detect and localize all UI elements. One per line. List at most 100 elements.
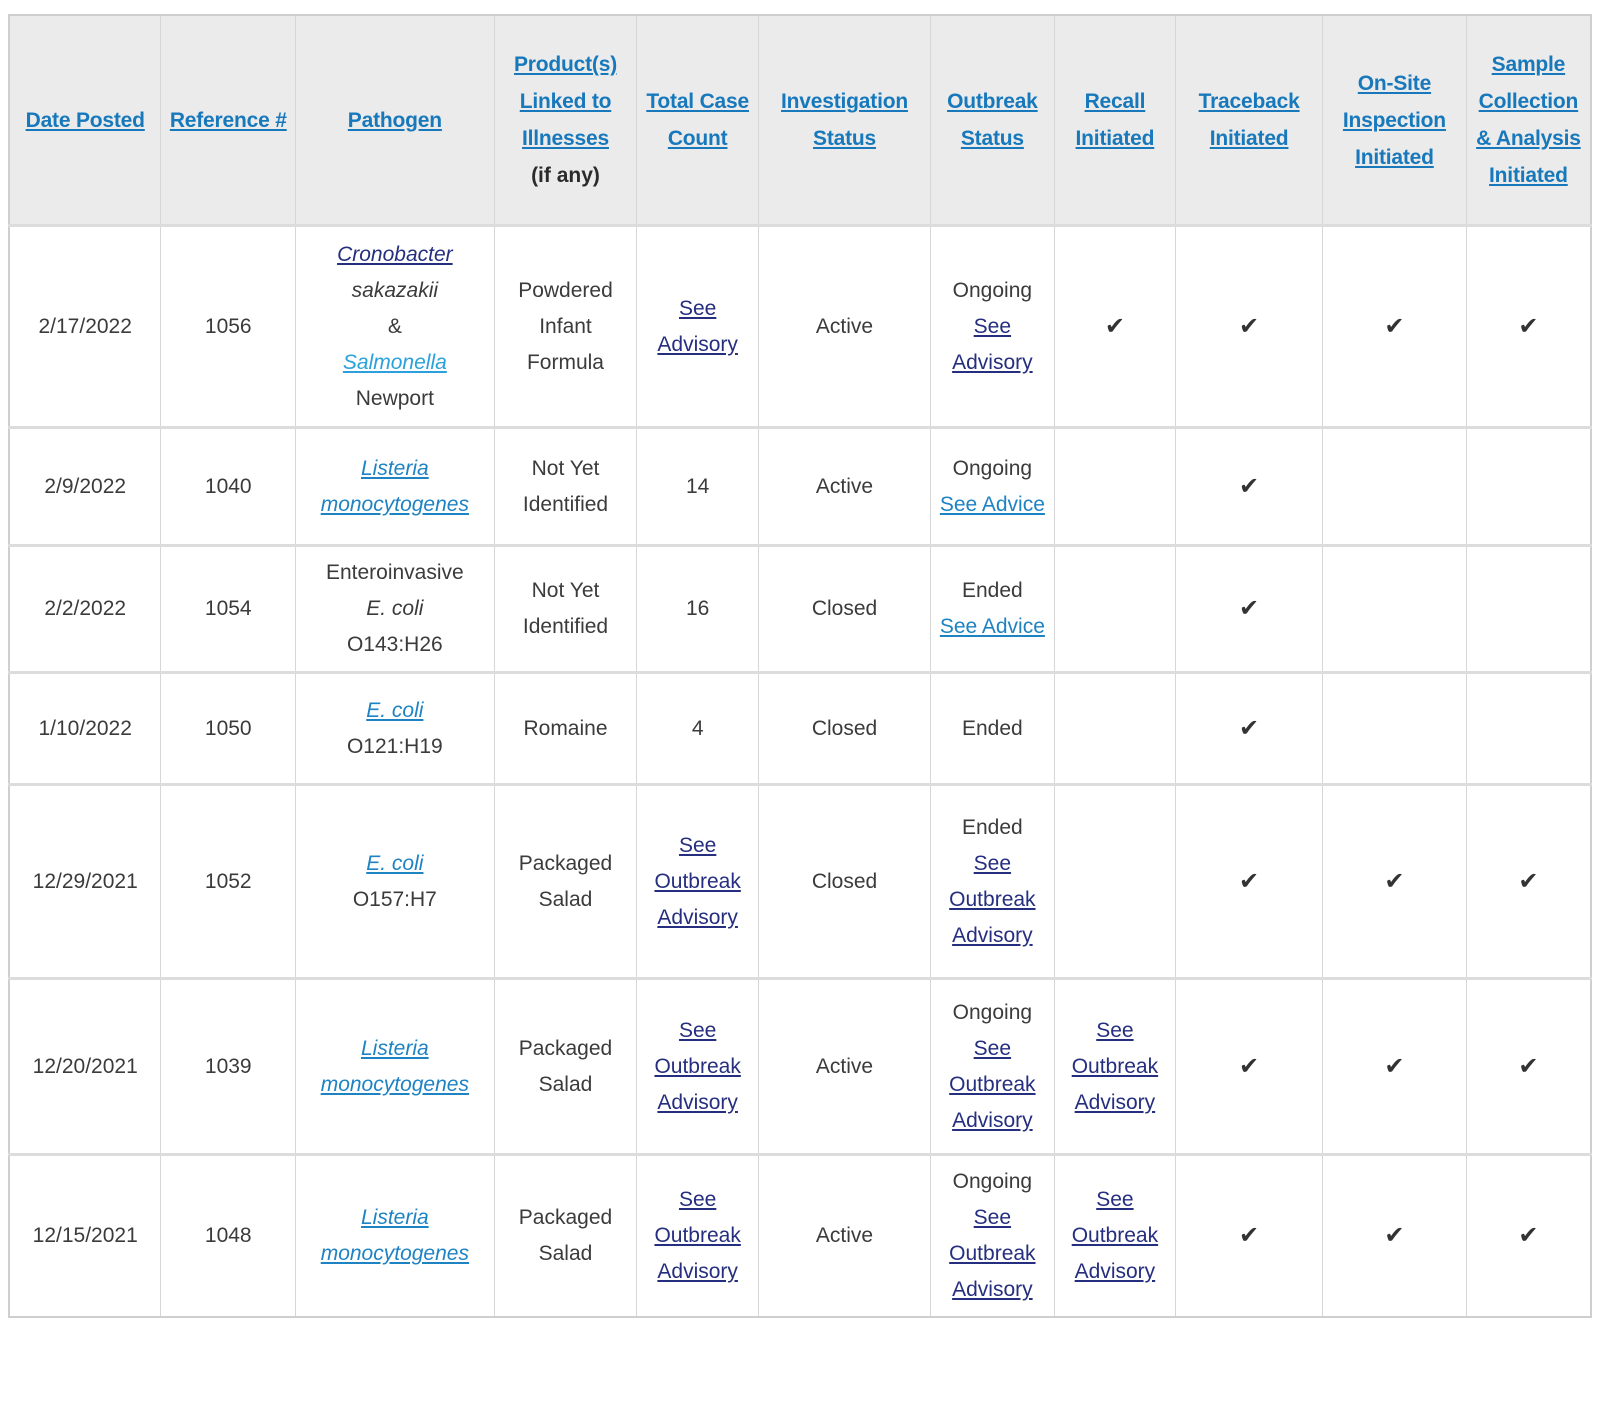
column-sublabel-product-s-linked-to-illnesses: (if any) xyxy=(531,164,600,187)
cell-reference: 1056 xyxy=(160,224,297,428)
cell-sample-collection-initiated: ✔ xyxy=(1465,224,1592,428)
see-outbreak-advisory-link[interactable]: See Outbreak Advisory xyxy=(1071,1018,1159,1114)
cell-reference: 1040 xyxy=(160,426,297,546)
check-icon: ✔ xyxy=(1239,594,1260,622)
cell-text: 2/17/2022 xyxy=(38,314,132,338)
cell-text: Active xyxy=(815,1054,874,1078)
check-icon: ✔ xyxy=(1384,866,1405,895)
sort-link-reference[interactable]: Reference # xyxy=(169,108,287,132)
cell-total-case-count: 14 xyxy=(636,426,759,546)
cell-investigation-status: Active xyxy=(757,224,932,428)
cell-text: 12/15/2021 xyxy=(32,1224,138,1247)
sort-link-recall-initiated[interactable]: Recall Initiated xyxy=(1075,90,1155,150)
page-body: Date Posted Reference # Pathogen Product(s)… xyxy=(8,14,1592,1318)
cell-product: Packaged Salad xyxy=(493,1153,638,1318)
cell-text: 1048 xyxy=(204,1224,252,1247)
check-icon: ✔ xyxy=(1239,1051,1260,1080)
cell-onsite-inspection-initiated xyxy=(1322,544,1467,673)
cell-text: Packaged Salad xyxy=(518,1206,613,1265)
cell-outbreak-status: Ended See Outbreak Advisory xyxy=(930,783,1055,979)
salmonella-link[interactable]: Salmonella xyxy=(342,350,447,374)
column-header-investigation-status: Investigation Status xyxy=(757,14,932,226)
sort-link-total-case-count[interactable]: Total Case Count xyxy=(646,90,749,150)
cell-total-case-count: 4 xyxy=(636,671,759,785)
cell-recall-initiated: ✔ xyxy=(1053,224,1177,428)
sort-link-investigation-status[interactable]: Investigation Status xyxy=(781,90,908,150)
cell-investigation-status: Closed xyxy=(757,544,932,673)
cell-onsite-inspection-initiated: ✔ xyxy=(1322,1153,1467,1318)
cronobacter-link[interactable]: Cronobacter xyxy=(337,242,453,266)
cell-product: Powdered Infant Formula xyxy=(493,224,638,428)
column-header-date-posted: Date Posted xyxy=(8,14,162,226)
see-outbreak-advisory-link[interactable]: See Outbreak Advisory xyxy=(654,1188,741,1283)
cell-product: Not Yet Identified xyxy=(493,426,638,546)
cell-traceback-initiated: ✔ xyxy=(1175,1153,1324,1318)
see-advice-link[interactable]: See Advice xyxy=(939,615,1045,638)
column-header-pathogen: Pathogen xyxy=(295,14,495,226)
cell-text: O121:H19 xyxy=(346,734,443,758)
check-icon: ✔ xyxy=(1384,1051,1405,1080)
cell-pathogen: Listeria monocytogenes xyxy=(295,1153,495,1318)
cell-onsite-inspection-initiated: ✔ xyxy=(1322,783,1467,979)
see-outbreak-advisory-link[interactable]: See Outbreak Advisory xyxy=(654,1018,741,1114)
cell-text: Romaine xyxy=(523,716,608,740)
cell-outbreak-status: Ended xyxy=(930,671,1055,785)
cell-pathogen: Listeria monocytogenes xyxy=(295,426,495,546)
cell-text: 1040 xyxy=(204,474,252,498)
see-outbreak-advisory-link[interactable]: See Outbreak Advisory xyxy=(1071,1188,1159,1283)
sort-link-product-s-linked-to-illnesses[interactable]: Product(s) Linked to Illnesses xyxy=(513,53,617,150)
sort-link-sample-collection-and-analysis-initiated[interactable]: Sample Collection & Analysis Initiated xyxy=(1476,53,1581,187)
check-icon: ✔ xyxy=(1384,311,1405,340)
cell-traceback-initiated: ✔ xyxy=(1175,544,1324,673)
sort-link-on-site-inspection-initiated[interactable]: On-Site Inspection Initiated xyxy=(1342,71,1446,169)
cell-pathogen: Cronobacter sakazakii & Salmonella Newport xyxy=(295,224,495,428)
e-coli-link[interactable]: E. coli xyxy=(366,851,424,875)
check-icon: ✔ xyxy=(1518,311,1539,340)
cell-date-posted: 2/17/2022 xyxy=(8,224,162,428)
outbreak-investigations-table: Date Posted Reference # Pathogen Product(s)… xyxy=(8,14,1592,1318)
table-row: 12/15/2021 1048 Listeria monocytogenes Pack… xyxy=(8,1153,1592,1318)
cell-text: 4 xyxy=(691,716,704,740)
check-icon: ✔ xyxy=(1518,1221,1539,1249)
cell-recall-initiated: See Outbreak Advisory xyxy=(1053,1153,1177,1318)
listeria-monocytogenes-link[interactable]: Listeria monocytogenes xyxy=(320,1206,469,1265)
see-outbreak-advisory-link[interactable]: See Outbreak Advisory xyxy=(949,851,1036,947)
sort-link-pathogen[interactable]: Pathogen xyxy=(347,108,442,132)
cell-onsite-inspection-initiated: ✔ xyxy=(1322,224,1467,428)
cell-text: 1050 xyxy=(204,716,252,740)
see-advice-link[interactable]: See Advice xyxy=(939,492,1045,516)
cell-text: Ongoing xyxy=(952,456,1033,480)
listeria-monocytogenes-link[interactable]: Listeria monocytogenes xyxy=(320,456,469,516)
cell-text: 1/10/2022 xyxy=(38,716,132,740)
cell-text: Active xyxy=(815,474,874,498)
cell-outbreak-status: Ongoing See Outbreak Advisory xyxy=(930,977,1055,1155)
table-row: 2/17/2022 1056 Cronobacter sakazakii & Salmon… xyxy=(8,224,1592,428)
column-header-total-case-count: Total Case Count xyxy=(636,14,759,226)
see-advisory-link[interactable]: See Advisory xyxy=(657,296,738,356)
see-advisory-link[interactable]: See Advisory xyxy=(952,314,1033,374)
column-header-on-site-inspection-initiated: On-Site Inspection Initiated xyxy=(1322,14,1467,226)
sort-link-traceback-initiated[interactable]: Traceback Initiated xyxy=(1198,90,1300,150)
listeria-monocytogenes-link[interactable]: Listeria monocytogenes xyxy=(320,1036,469,1096)
cell-text: 12/20/2021 xyxy=(32,1054,138,1078)
cell-text: O157:H7 xyxy=(352,887,437,911)
sort-link-outbreak-status[interactable]: Outbreak Status xyxy=(947,90,1038,150)
check-icon: ✔ xyxy=(1239,713,1260,742)
cell-total-case-count: 16 xyxy=(636,544,759,673)
cell-text: Active xyxy=(815,1224,874,1247)
cell-text: Packaged Salad xyxy=(518,1036,613,1096)
cell-text: sakazakii xyxy=(351,278,439,302)
cell-text: Packaged Salad xyxy=(518,851,613,911)
cell-traceback-initiated: ✔ xyxy=(1175,783,1324,979)
cell-investigation-status: Closed xyxy=(757,783,932,979)
sort-link-date-posted[interactable]: Date Posted xyxy=(25,108,145,132)
cell-text: 16 xyxy=(685,597,710,620)
see-outbreak-advisory-link[interactable]: See Outbreak Advisory xyxy=(949,1206,1036,1301)
see-outbreak-advisory-link[interactable]: See Outbreak Advisory xyxy=(949,1036,1036,1132)
e-coli-link[interactable]: E. coli xyxy=(366,698,424,722)
cell-total-case-count: See Advisory xyxy=(636,224,759,428)
cell-text: Ongoing xyxy=(952,1000,1033,1024)
see-outbreak-advisory-link[interactable]: See Outbreak Advisory xyxy=(654,833,741,929)
cell-text: Closed xyxy=(811,597,878,620)
cell-sample-collection-initiated xyxy=(1465,544,1592,673)
